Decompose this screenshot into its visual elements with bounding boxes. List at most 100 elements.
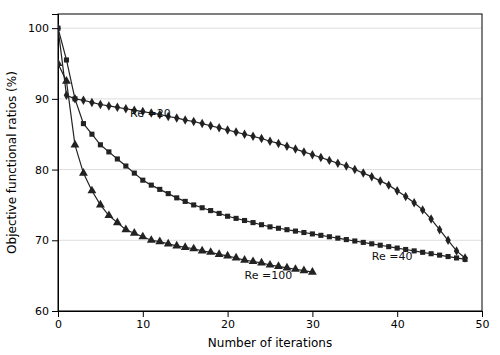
point — [378, 176, 383, 185]
tick-mark — [143, 311, 144, 317]
point — [208, 121, 213, 130]
point — [429, 251, 434, 256]
point — [123, 104, 128, 113]
grid-line — [58, 28, 482, 29]
tick: 60 — [35, 305, 58, 318]
point — [462, 257, 467, 262]
point — [299, 266, 308, 274]
point — [293, 229, 298, 234]
point — [98, 142, 103, 147]
point — [437, 253, 442, 258]
tick-label: 90 — [35, 93, 49, 106]
point — [361, 240, 366, 245]
point — [301, 147, 306, 156]
point — [403, 192, 408, 201]
point — [189, 244, 198, 252]
annotations: Re =20 Re =40 Re =100 — [130, 107, 412, 283]
point — [191, 202, 196, 207]
point — [233, 127, 238, 136]
point — [81, 96, 86, 105]
annotation: Re =100 — [245, 269, 293, 282]
tick-mark — [397, 311, 398, 317]
point — [420, 205, 425, 214]
series-line — [58, 28, 465, 259]
tick: 30 — [306, 311, 320, 331]
point — [164, 239, 173, 247]
point — [276, 226, 281, 231]
point — [454, 255, 459, 260]
point — [411, 198, 416, 207]
point — [166, 191, 171, 196]
point — [378, 243, 383, 248]
point — [242, 129, 247, 138]
point — [115, 103, 120, 112]
tick-label: 30 — [306, 318, 320, 331]
point — [428, 214, 433, 223]
tick: 20 — [221, 311, 235, 331]
point — [71, 140, 80, 148]
point — [58, 26, 61, 31]
axis-line — [59, 312, 483, 318]
series — [58, 58, 317, 274]
point — [191, 117, 196, 126]
tick-label: 80 — [35, 164, 49, 177]
annotation: Re =20 — [130, 107, 171, 120]
y-axis: 60 70 80 90 100 — [28, 15, 59, 319]
point — [181, 242, 190, 250]
point — [335, 158, 340, 167]
point — [58, 58, 62, 66]
point — [344, 161, 349, 170]
point — [335, 236, 340, 241]
point — [147, 235, 156, 243]
grid-line — [58, 169, 482, 170]
point — [327, 234, 332, 239]
point — [249, 256, 258, 264]
point — [208, 208, 213, 213]
point — [462, 253, 467, 262]
point — [89, 98, 94, 107]
point — [225, 214, 230, 219]
tick: 80 — [35, 164, 58, 177]
plot-frame — [58, 14, 482, 311]
point — [454, 246, 459, 255]
tick: 70 — [35, 234, 58, 247]
point — [386, 180, 391, 189]
data — [58, 23, 468, 274]
annotation: Re =40 — [372, 250, 413, 263]
plot: 0102030405060708090100Re =20Re =40Re =10… — [28, 14, 490, 331]
point — [216, 123, 221, 132]
tick-label: 10 — [136, 318, 150, 331]
point — [250, 220, 255, 225]
point — [64, 57, 69, 62]
point — [274, 261, 283, 269]
point — [182, 115, 187, 124]
tick: 10 — [136, 311, 150, 331]
point — [217, 211, 222, 216]
point — [157, 187, 162, 192]
point — [276, 139, 281, 148]
tick-mark — [52, 170, 58, 171]
point — [223, 251, 232, 259]
point — [301, 230, 306, 235]
tick-mark — [312, 311, 313, 317]
tick: 0 — [55, 311, 62, 331]
point — [79, 168, 88, 176]
point — [98, 100, 103, 109]
tick: 100 — [28, 22, 58, 35]
point — [318, 233, 323, 238]
point — [96, 200, 105, 208]
x-axis-title: Number of iterations — [208, 336, 332, 350]
point — [437, 225, 442, 234]
point — [420, 250, 425, 255]
point — [259, 222, 264, 227]
point — [106, 101, 111, 110]
point — [361, 168, 366, 177]
tick-mark — [52, 28, 58, 29]
grid-line — [58, 240, 482, 241]
point — [174, 195, 179, 200]
point — [123, 163, 128, 168]
tick-label: 0 — [55, 318, 62, 331]
point — [284, 227, 289, 232]
point — [327, 156, 332, 165]
point — [394, 186, 399, 195]
